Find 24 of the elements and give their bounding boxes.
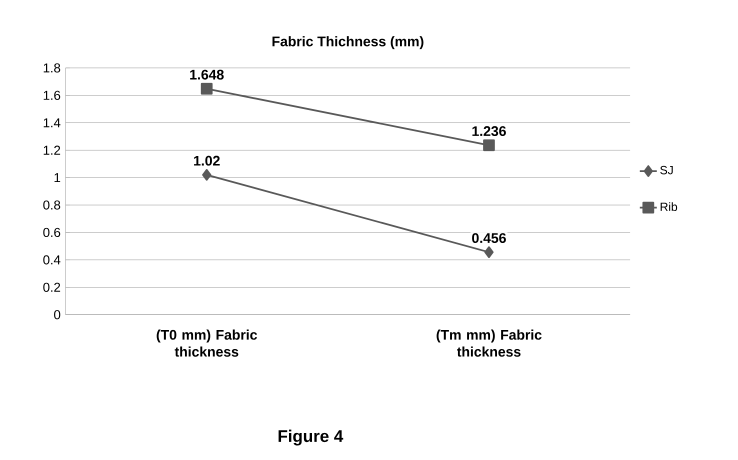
y-tick-label: 1.4 (44, 118, 60, 128)
y-tick-label: 0.2 (43, 282, 60, 292)
y-tick-label: 0 (54, 310, 60, 320)
y-tick-label: 1 (54, 173, 60, 182)
point (202, 169, 212, 181)
point (484, 246, 494, 258)
x-tick-label: (T0 mm) Fabric thickness (156, 330, 258, 357)
y-tick-label: 1.2 (44, 146, 60, 155)
y-tick-label: 1.8 (44, 64, 60, 73)
y-tick-label: 0.6 (43, 228, 60, 238)
legend-label: Rib (660, 202, 678, 212)
y-tick-label: 0.4 (43, 255, 60, 265)
point (200, 83, 213, 95)
x-tick-label: (Tm mm) Fabric thickness (436, 330, 542, 357)
data-label: 1.236 (472, 126, 506, 136)
data-label: 1.648 (190, 70, 224, 80)
chart-title: Fabric Thichness (mm) (272, 36, 424, 50)
data-label: 1.02 (194, 156, 220, 166)
y-tick-label: 0.8 (43, 200, 60, 210)
data-label: 0.456 (472, 233, 506, 244)
caption: Figure 4 (278, 430, 344, 446)
legend-label: SJ (660, 166, 673, 175)
point (483, 140, 495, 152)
y-tick-label: 1.6 (44, 90, 60, 100)
